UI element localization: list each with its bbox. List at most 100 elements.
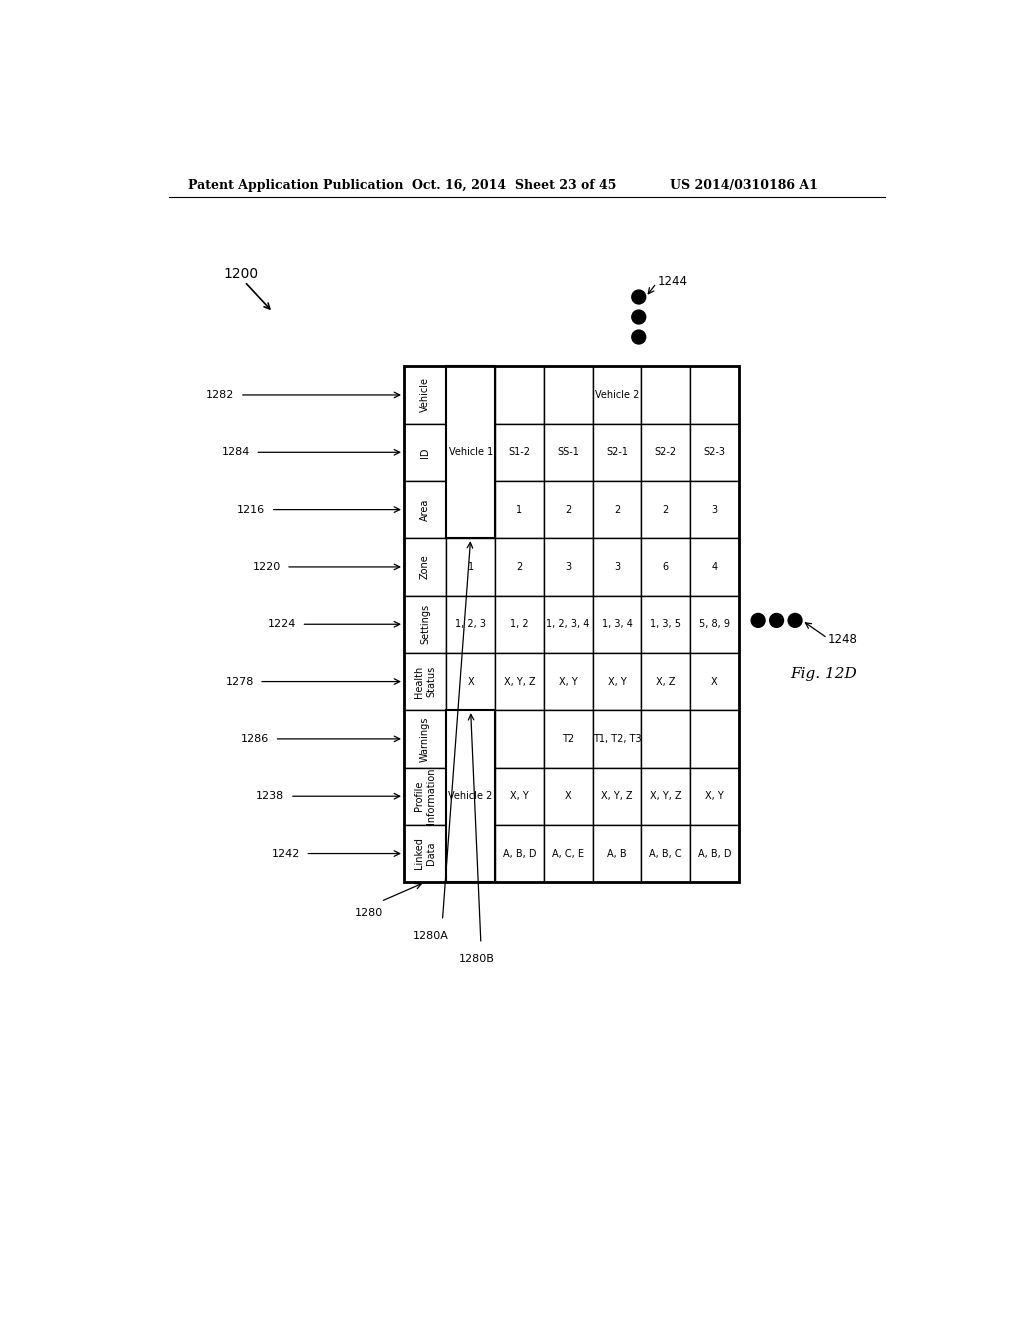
Bar [495, 653, 544, 710]
Text: 1, 2, 3, 4: 1, 2, 3, 4 [547, 619, 590, 630]
Text: 1200: 1200 [223, 267, 258, 281]
Bar [446, 424, 495, 480]
Text: X, Y: X, Y [510, 791, 528, 801]
Bar [593, 710, 641, 767]
Text: SS-1: SS-1 [557, 447, 580, 457]
Text: X, Y, Z: X, Y, Z [650, 791, 682, 801]
Bar [690, 710, 739, 767]
Text: X, Y: X, Y [559, 677, 578, 686]
Text: Patent Application Publication: Patent Application Publication [188, 178, 403, 191]
Text: 1280A: 1280A [413, 931, 449, 941]
Text: 1216: 1216 [238, 504, 265, 515]
Bar [544, 480, 593, 539]
Text: Area: Area [420, 499, 430, 521]
Bar [446, 767, 495, 825]
Text: 1, 3, 4: 1, 3, 4 [601, 619, 633, 630]
Bar [403, 424, 446, 480]
Bar [544, 539, 593, 595]
Text: T1, T2, T3: T1, T2, T3 [593, 734, 641, 744]
Text: 1280: 1280 [355, 908, 383, 917]
Text: 1224: 1224 [267, 619, 296, 630]
Bar [641, 424, 690, 480]
Bar [641, 480, 690, 539]
Text: 1242: 1242 [271, 849, 300, 858]
Bar [403, 539, 446, 595]
Text: Vehicle 2: Vehicle 2 [595, 389, 639, 400]
Text: 2: 2 [663, 504, 669, 515]
Text: 5, 8, 9: 5, 8, 9 [699, 619, 730, 630]
Text: Oct. 16, 2014  Sheet 23 of 45: Oct. 16, 2014 Sheet 23 of 45 [412, 178, 616, 191]
Bar [641, 653, 690, 710]
Text: T1: T1 [465, 734, 476, 744]
Text: 3: 3 [613, 562, 620, 572]
Circle shape [770, 614, 783, 627]
Bar [403, 367, 739, 882]
Bar [690, 367, 739, 424]
Bar [593, 367, 641, 424]
Text: X: X [467, 677, 474, 686]
Bar [446, 653, 495, 710]
Bar [495, 424, 544, 480]
Text: 3: 3 [712, 504, 718, 515]
Text: X, Y: X, Y [706, 791, 724, 801]
Bar [446, 710, 495, 882]
Text: A, B, D: A, B, D [503, 849, 537, 858]
Bar [495, 767, 544, 825]
Bar [495, 480, 544, 539]
Bar [544, 595, 593, 653]
Text: T2: T2 [562, 734, 574, 744]
Bar [593, 424, 641, 480]
Text: 1: 1 [516, 504, 522, 515]
Bar [403, 367, 446, 424]
Bar [403, 480, 446, 539]
Bar [544, 424, 593, 480]
Bar [495, 710, 544, 767]
Bar [593, 653, 641, 710]
Text: A, C, E: A, C, E [552, 849, 584, 858]
Bar [403, 710, 446, 767]
Text: Fig. 12D: Fig. 12D [791, 668, 857, 681]
Text: 1282: 1282 [206, 389, 234, 400]
Bar [446, 367, 495, 424]
Text: Linked
Data: Linked Data [415, 838, 436, 870]
Text: Warnings: Warnings [420, 717, 430, 762]
Text: S1-1: S1-1 [460, 447, 481, 457]
Circle shape [632, 310, 646, 323]
Bar [641, 539, 690, 595]
Bar [544, 653, 593, 710]
Bar [446, 710, 495, 767]
Text: 1, 2: 1, 2 [510, 619, 528, 630]
Text: A, B, C: A, B, C [649, 849, 682, 858]
Bar [641, 767, 690, 825]
Bar [446, 367, 495, 539]
Bar [403, 767, 446, 825]
Text: 1284: 1284 [221, 447, 250, 457]
Bar [690, 767, 739, 825]
Bar [593, 595, 641, 653]
Bar [544, 710, 593, 767]
Text: 1220: 1220 [253, 562, 281, 572]
Text: 1238: 1238 [256, 791, 285, 801]
Text: 1280B: 1280B [459, 954, 495, 964]
Text: US 2014/0310186 A1: US 2014/0310186 A1 [670, 178, 817, 191]
Text: Vehicle 1: Vehicle 1 [449, 389, 493, 400]
Text: 6: 6 [663, 562, 669, 572]
Bar [446, 595, 495, 653]
Bar [690, 825, 739, 882]
Bar [446, 480, 495, 539]
Text: S2-3: S2-3 [703, 447, 725, 457]
Text: 1278: 1278 [225, 677, 254, 686]
Bar [690, 595, 739, 653]
Bar [641, 710, 690, 767]
Circle shape [788, 614, 802, 627]
Text: X: X [565, 791, 571, 801]
Text: 1, 2, 3: 1, 2, 3 [455, 619, 486, 630]
Text: 1, 3, 5: 1, 3, 5 [650, 619, 681, 630]
Text: 2: 2 [516, 562, 522, 572]
Bar [403, 825, 446, 882]
Bar [690, 539, 739, 595]
Bar [446, 825, 495, 882]
Text: 3: 3 [565, 562, 571, 572]
Text: X, Z: X, Z [656, 677, 676, 686]
Text: Settings: Settings [420, 605, 430, 644]
